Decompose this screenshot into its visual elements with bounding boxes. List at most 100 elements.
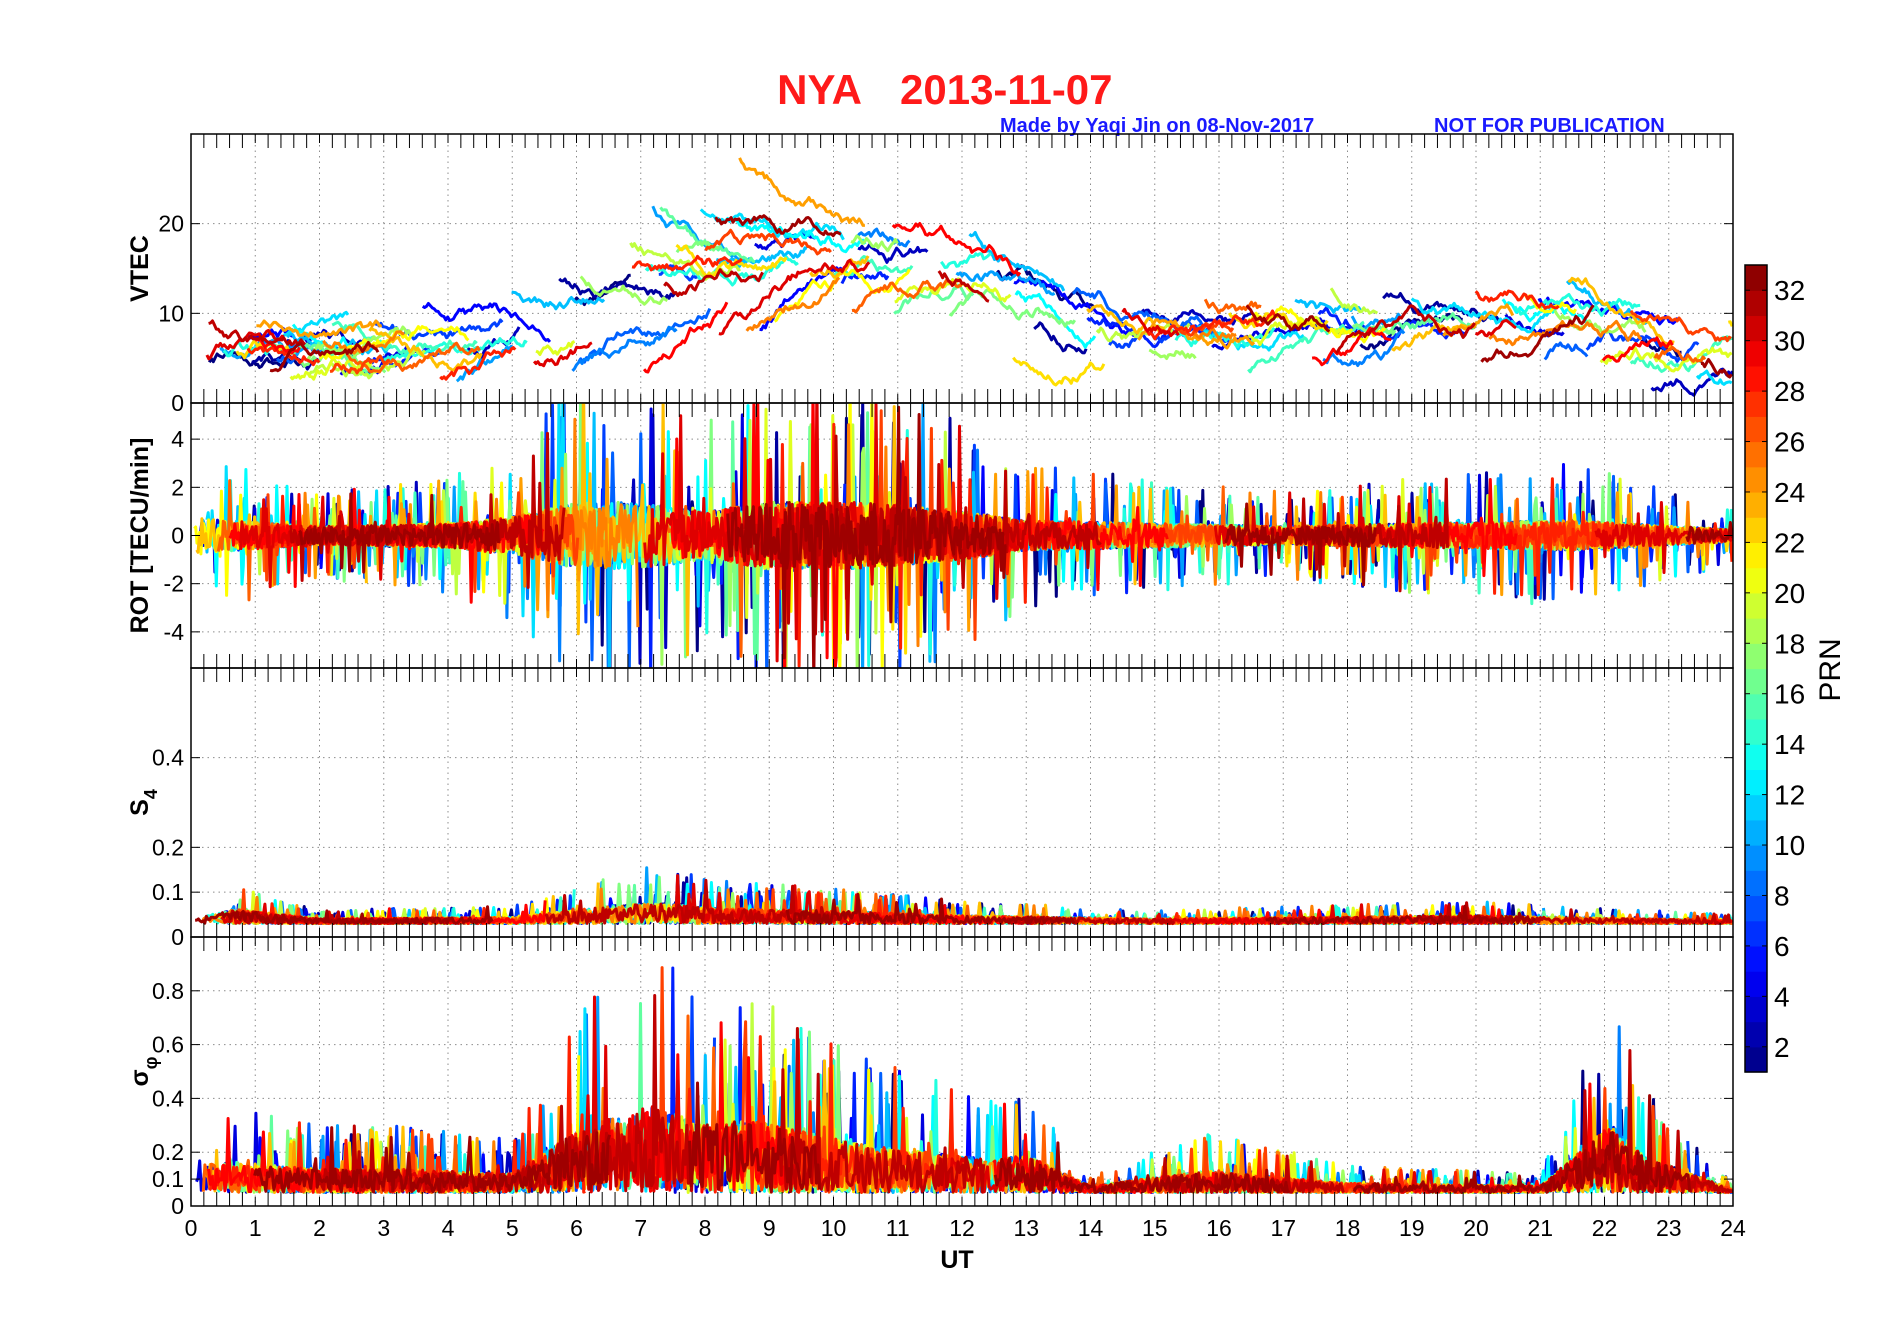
series-prn-29	[1311, 326, 1392, 367]
y-axis-label: ROT [TECU/min]	[126, 438, 154, 634]
x-tick-label: 8	[699, 1215, 712, 1241]
x-tick-label: 6	[570, 1215, 583, 1241]
colorbar-swatch	[1745, 870, 1767, 897]
series-prn-32	[1245, 304, 1331, 333]
series-prn-11	[511, 290, 606, 311]
colorbar-swatch	[1745, 491, 1767, 518]
series-prn-29	[891, 222, 1022, 277]
y-tick-label: 0.1	[152, 879, 184, 905]
colorbar-label: PRN	[1814, 638, 1847, 701]
series-prn-20	[1599, 346, 1733, 373]
series-prn-26	[1203, 298, 1262, 315]
series-prn-9	[1322, 329, 1406, 367]
colorbar-tick-label: 20	[1774, 578, 1805, 609]
series-prn-24	[1442, 303, 1515, 338]
colorbar-swatch	[1745, 920, 1767, 947]
series-prn-14	[940, 252, 992, 269]
series-prn-32	[1480, 304, 1595, 363]
colorbar-swatch	[1745, 819, 1767, 846]
x-tick-label: 19	[1399, 1215, 1425, 1241]
series-prn-26	[1653, 345, 1707, 363]
x-tick-label: 22	[1592, 1215, 1618, 1241]
series-prn-32	[1685, 521, 1733, 545]
colorbar-tick-label: 18	[1774, 628, 1805, 659]
colorbar-tick-label: 16	[1774, 679, 1805, 710]
colorbar-swatch	[1745, 718, 1767, 745]
colorbar-swatch	[1745, 945, 1767, 972]
y-axis-label-subscript: φ	[141, 1056, 161, 1069]
colorbar-swatch	[1745, 542, 1767, 569]
series-group	[195, 866, 1733, 925]
series-prn-25	[556, 887, 901, 925]
series-prn-8	[1071, 287, 1217, 335]
x-tick-label: 20	[1463, 1215, 1489, 1241]
y-tick-label: 0	[171, 390, 184, 416]
series-prn-32	[1265, 904, 1537, 925]
colorbar-swatch	[1745, 265, 1767, 291]
x-tick-label: 21	[1527, 1215, 1553, 1241]
colorbar-swatch	[1745, 365, 1767, 392]
colorbar-tick-label: 22	[1774, 527, 1805, 558]
y-axis-label: S4	[126, 789, 161, 816]
series-prn-22	[1012, 356, 1106, 387]
series-prn-13	[1014, 290, 1097, 349]
colorbar-tick-label: 6	[1774, 931, 1790, 962]
series-prn-28	[1474, 289, 1560, 310]
series-prn-8	[577, 307, 712, 364]
series-prn-22	[1727, 320, 1733, 327]
panel-s4: 0 0.1 0.2 0.4 S4	[126, 667, 1734, 950]
x-tick-label: 3	[377, 1215, 390, 1241]
series-prn-30	[718, 258, 871, 336]
series-prn-30	[1121, 307, 1180, 338]
series-prn-23	[1567, 276, 1675, 349]
colorbar-tick-label: 28	[1774, 376, 1805, 407]
series-prn-14	[1174, 326, 1276, 349]
series-prn-31	[208, 319, 307, 347]
series-prn-18	[579, 275, 669, 306]
colorbar-swatch	[1745, 290, 1767, 317]
colorbar-swatch	[1745, 592, 1767, 619]
x-tick-label: 13	[1013, 1215, 1039, 1241]
series-prn-19	[1329, 287, 1379, 315]
series-prn-23	[1391, 322, 1470, 352]
series-prn-24	[256, 319, 383, 339]
series-prn-24	[738, 157, 866, 227]
colorbar-frame	[1744, 264, 1768, 1073]
x-tick-label: 18	[1335, 1215, 1361, 1241]
colorbar-swatch	[1745, 693, 1767, 720]
series-prn-17	[948, 288, 1077, 328]
x-tick-label: 15	[1142, 1215, 1168, 1241]
series-prn-32	[253, 1126, 612, 1194]
series-prn-10	[955, 270, 1056, 296]
series-prn-18	[1148, 348, 1197, 360]
series-prn-20	[535, 340, 576, 356]
y-tick-label: 0	[171, 1193, 184, 1219]
series-prn-1	[208, 350, 303, 369]
colorbar-swatch	[1745, 845, 1767, 871]
series-prn-20	[894, 277, 1012, 304]
y-tick-label: 0.2	[152, 1139, 184, 1165]
series-prn-32	[993, 1141, 1291, 1194]
series-prn-32	[1352, 1094, 1692, 1194]
colorbar-swatch	[1745, 416, 1767, 443]
x-tick-label: 0	[185, 1215, 198, 1241]
series-prn-32	[688, 1081, 822, 1194]
x-tick-label: 9	[763, 1215, 776, 1241]
series-prn-9	[571, 325, 678, 372]
series-prn-14	[383, 336, 528, 362]
x-tick-label: 24	[1720, 1215, 1746, 1241]
colorbar-swatch	[1745, 466, 1767, 493]
colorbar-swatch	[1745, 441, 1767, 468]
series-prn-25	[1193, 327, 1237, 340]
series-prn-2	[558, 277, 677, 300]
series-prn-5	[1013, 277, 1136, 338]
title-station: NYA	[777, 66, 862, 113]
colorbar-swatch	[1745, 744, 1767, 770]
colorbar-swatch	[1745, 895, 1767, 922]
series-prn-5	[421, 302, 552, 343]
x-tick-label: 23	[1656, 1215, 1682, 1241]
colorbar-swatch	[1745, 769, 1767, 796]
